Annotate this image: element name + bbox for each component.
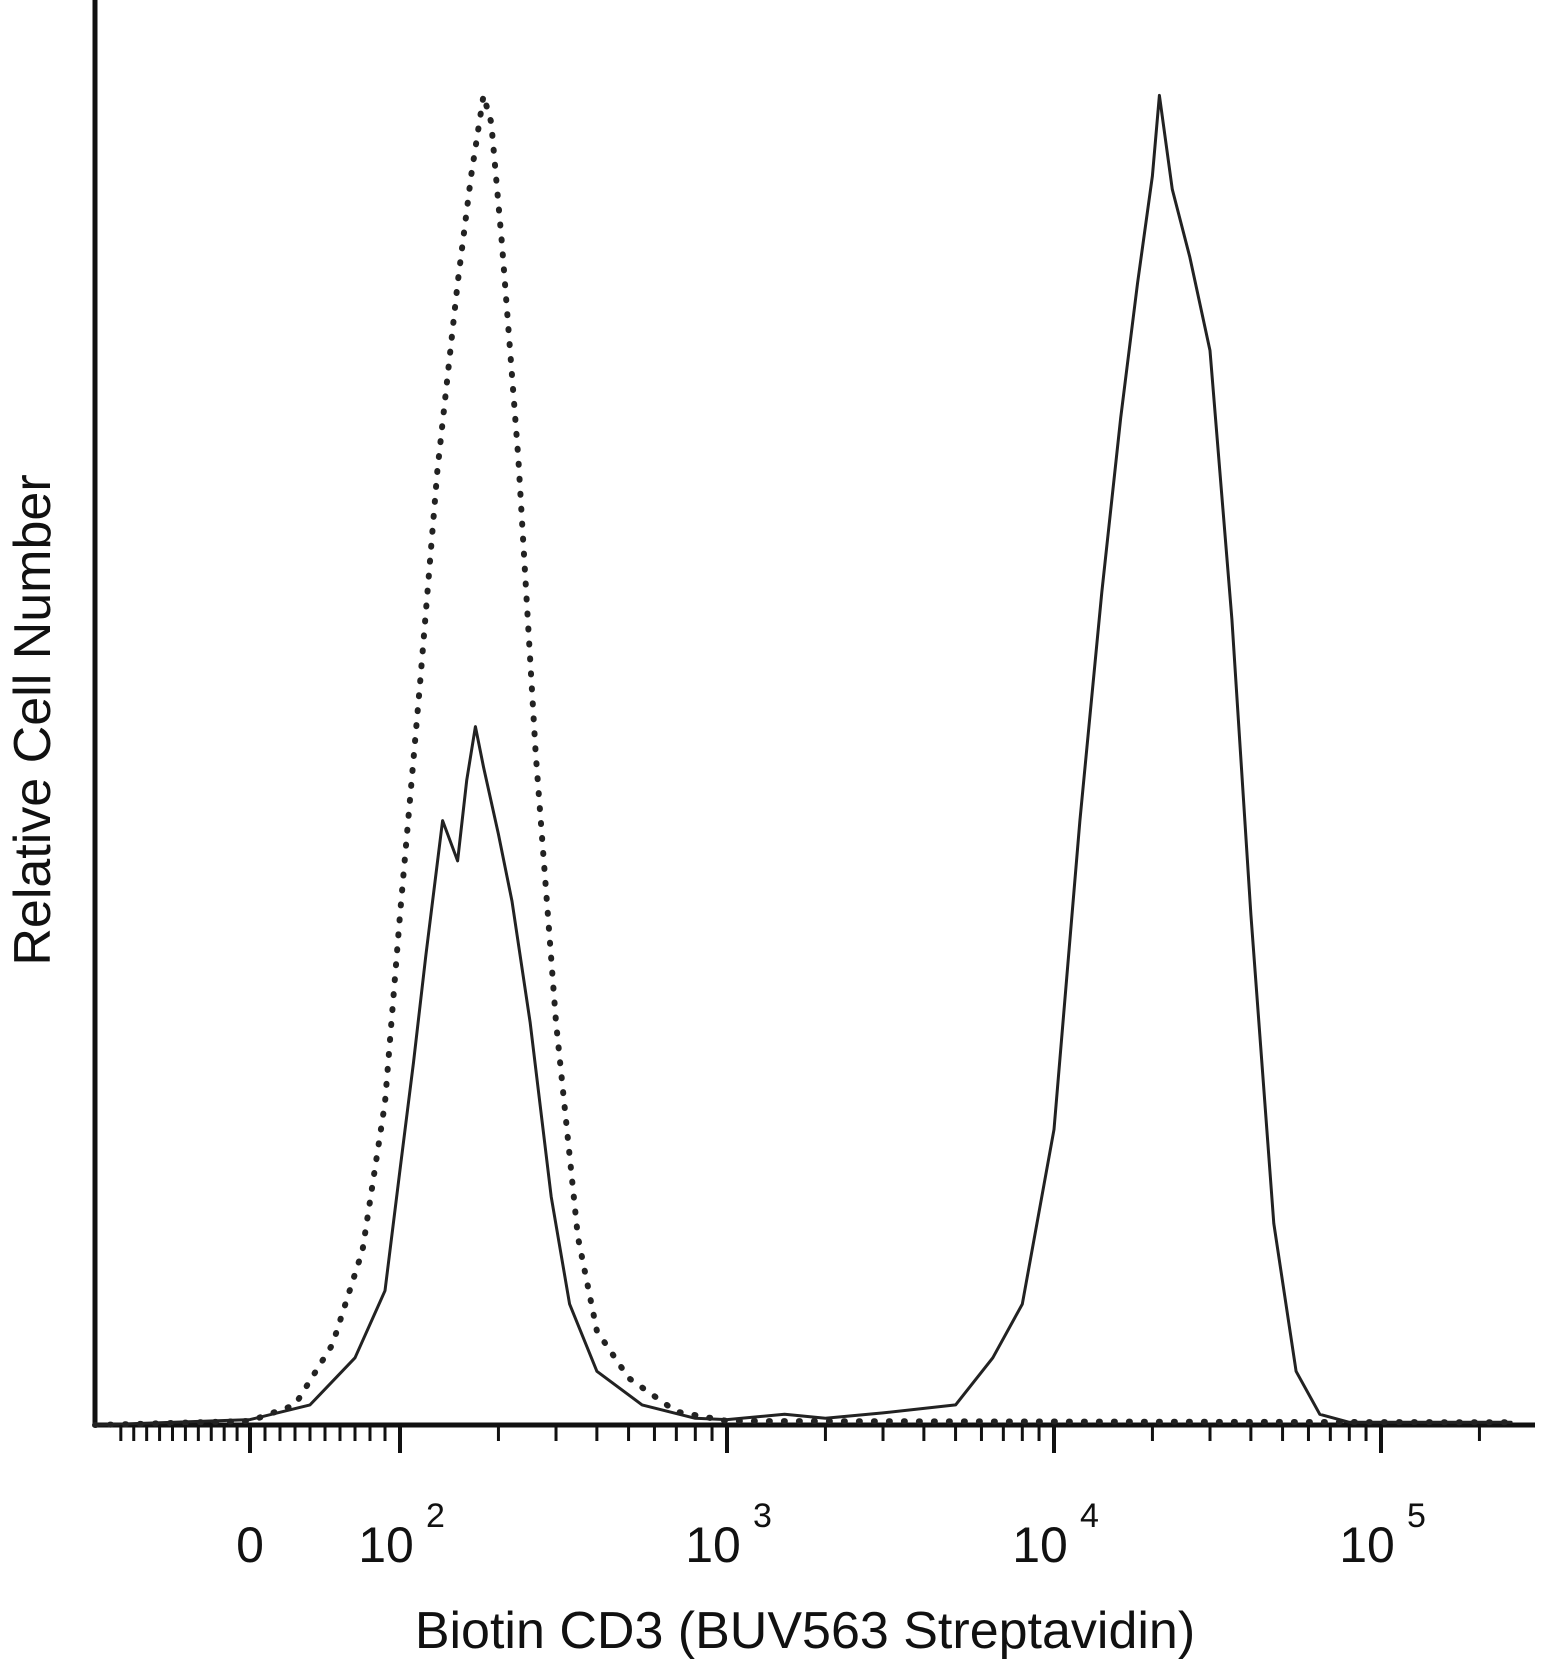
y-axis-title: Relative Cell Number	[4, 474, 62, 965]
x-tick-label: 10	[1339, 1517, 1395, 1573]
x-tick-label: 10	[1012, 1517, 1068, 1573]
x-tick-exponent: 5	[1407, 1497, 1426, 1535]
series-layer	[92, 92, 1515, 1428]
x-tick-label-group: 10 2	[358, 1497, 445, 1573]
x-tick-exponent: 3	[753, 1497, 772, 1535]
x-tick-exponent: 4	[1080, 1497, 1099, 1535]
x-tick-label-group: 0	[236, 1517, 264, 1573]
x-tick-label-group: 10 5	[1339, 1497, 1426, 1573]
x-tick-label: 0	[236, 1517, 264, 1573]
x-tick-label: 10	[358, 1517, 414, 1573]
axes	[92, 0, 1535, 1428]
x-ticks: 0 10 2 10 3 10 4 10 5	[119, 1425, 1481, 1573]
histogram-curve-solid	[93, 93, 1513, 1427]
x-tick-label-group: 10 4	[1012, 1497, 1099, 1573]
x-tick-label: 10	[685, 1517, 741, 1573]
histogram-curve-dotted	[92, 92, 1515, 1428]
x-tick-label-group: 10 3	[685, 1497, 772, 1573]
x-tick-exponent: 2	[426, 1497, 445, 1535]
x-axis-title: Biotin CD3 (BUV563 Streptavidin)	[415, 1602, 1195, 1660]
